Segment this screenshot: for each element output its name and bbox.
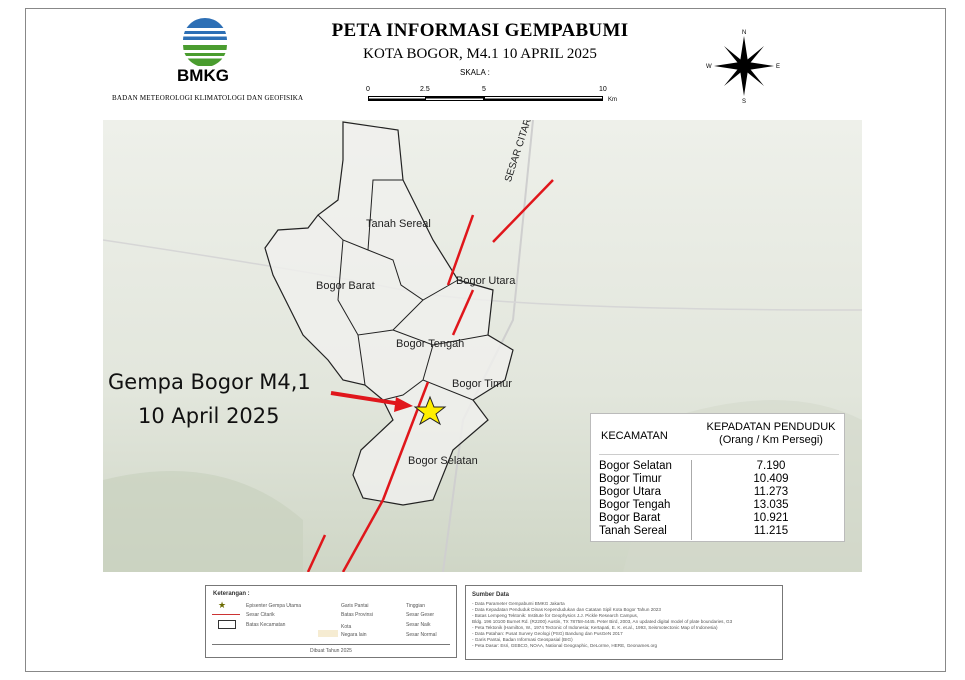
bmkg-logo — [180, 18, 230, 66]
population-density-table: KECAMATAN KEPADATAN PENDUDUK (Orang / Km… — [590, 413, 845, 542]
negara-legend-icon — [318, 630, 338, 637]
table-cell-district: Bogor Tengah — [599, 499, 671, 511]
legend-item: Negara lain — [341, 632, 367, 638]
fault-legend-icon — [212, 614, 240, 615]
col-header-kecamatan: KECAMATAN — [601, 430, 668, 442]
sources-title: Sumber Data — [472, 592, 510, 598]
map-frame — [25, 8, 946, 672]
logo-text: BMKG — [177, 66, 229, 85]
table-cell-density: 7.190 — [756, 460, 786, 472]
legend-item: Sesar Naik — [406, 622, 431, 628]
source-line: - Data Parameter Gempabumi BMKG Jakarta — [472, 601, 565, 606]
district-label: Bogor Timur — [452, 378, 512, 390]
table-cell-district: Bogor Selatan — [599, 460, 672, 472]
legend-item: Tinggian — [406, 603, 425, 609]
source-line: Bldg. 196 10100 Burnet Rd. (R2200) Austi… — [472, 619, 733, 624]
fault-line — [446, 214, 475, 286]
district-label: Tanah Sereal — [366, 218, 431, 230]
compass-n: N — [742, 30, 746, 36]
district-label: Bogor Tengah — [396, 338, 465, 350]
scale-unit: Km — [608, 97, 617, 103]
legend-item: Garis Pantai — [341, 603, 369, 609]
scale-tick: 0 — [366, 86, 370, 93]
source-line: - Batas Lempeng Tektonik: Institute for … — [472, 613, 639, 618]
legend-item: Sesar Normal — [406, 632, 437, 638]
agency-name: BADAN METEOROLOGI KLIMATOLOGI DAN GEOFIS… — [112, 94, 304, 102]
scale-tick: 5 — [482, 86, 486, 93]
page-title: PETA INFORMASI GEMPABUMI — [331, 20, 629, 41]
district-label: Bogor Selatan — [408, 455, 478, 467]
city-boundary — [264, 121, 514, 506]
table-cell-district: Tanah Sereal — [599, 525, 667, 537]
legend-item: Batas Kecamatan — [246, 622, 286, 628]
table-cell-district: Bogor Utara — [599, 486, 662, 498]
epicenter-legend-icon: ★ — [218, 600, 227, 610]
table-cell-density: 10.921 — [753, 512, 789, 524]
fault-line — [341, 499, 385, 572]
district-label: Bogor Utara — [456, 275, 516, 287]
quake-label-line2: 10 April 2025 — [138, 404, 280, 428]
source-line: - Peta Tektonik (Hamilton, W., 1974 Tect… — [472, 625, 718, 630]
scale-tick: 10 — [599, 86, 607, 93]
scale-bar — [368, 96, 603, 101]
legend-item: Batas Provinsi — [341, 612, 373, 618]
table-cell-density: 10.409 — [753, 473, 789, 485]
compass-w: W — [706, 64, 712, 70]
fault-line — [381, 381, 430, 501]
col-header-unit: (Orang / Km Persegi) — [719, 434, 823, 446]
legend-item: Kota — [341, 624, 352, 630]
table-cell-district: Bogor Barat — [599, 512, 661, 524]
quake-label-line1: Gempa Bogor M4,1 — [108, 370, 311, 394]
source-line: - Data Patahan: Pusat Survey Geologi (PS… — [472, 631, 623, 636]
fault-line — [492, 179, 554, 243]
compass-e: E — [776, 64, 780, 70]
legend: Keterangan : ★ Episenter Gempa Utama Ses… — [205, 585, 457, 658]
legend-item: Episenter Gempa Utama — [246, 603, 302, 609]
legend-item: Sesar Geser — [406, 612, 435, 618]
data-sources: Sumber Data - Data Parameter Gempabumi B… — [465, 585, 783, 660]
fault-line — [306, 534, 327, 572]
table-cell-density: 13.035 — [753, 499, 789, 511]
table-cell-density: 11.215 — [753, 525, 789, 537]
scale-tick: 2.5 — [420, 86, 430, 93]
epicenter-star-icon[interactable] — [413, 395, 447, 426]
district-label: Bogor Barat — [316, 280, 375, 292]
legend-footer: Dibuat Tahun 2025 — [310, 648, 352, 654]
boundary-legend-icon — [218, 620, 236, 629]
source-line: - Data Kepadatan Penduduk Dinas Kependud… — [472, 607, 661, 612]
compass-s: S — [742, 99, 746, 104]
fault-line — [451, 289, 475, 336]
page-subtitle: KOTA BOGOR, M4.1 10 APRIL 2025 — [363, 46, 597, 62]
legend-item: Sesar Citarik — [246, 612, 275, 618]
source-line: - Garis Pantai, Badan Informasi Geospasi… — [472, 637, 573, 642]
table-cell-district: Bogor Timur — [599, 473, 662, 485]
col-header-density: KEPADATAN PENDUDUK — [706, 421, 836, 433]
compass-rose-icon: N S W E — [706, 30, 780, 104]
legend-title: Keterangan : — [213, 591, 250, 597]
epicenter-arrow — [330, 391, 402, 406]
table-cell-density: 11.273 — [753, 486, 789, 498]
source-line: - Peta Dasar: Esri, GEBCO, NOAA, Nationa… — [472, 643, 658, 648]
scale-label: SKALA : — [460, 68, 490, 77]
